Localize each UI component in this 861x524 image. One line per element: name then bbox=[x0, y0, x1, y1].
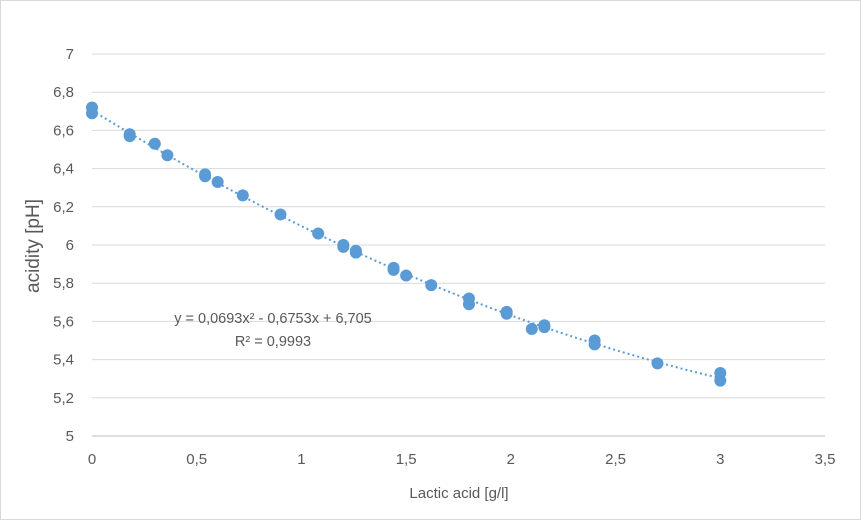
x-tick-label: 0,5 bbox=[186, 451, 207, 468]
y-tick-label: 6,8 bbox=[53, 84, 74, 101]
x-tick-label: 0 bbox=[88, 451, 96, 468]
y-tick-label: 6 bbox=[66, 237, 74, 254]
gridlines bbox=[92, 53, 825, 399]
data-point bbox=[714, 374, 727, 387]
data-point bbox=[236, 189, 249, 202]
data-point bbox=[500, 307, 513, 320]
r-squared-label: R² = 0,9993 bbox=[235, 334, 311, 350]
y-tick-label: 6,6 bbox=[53, 122, 74, 139]
data-point bbox=[651, 357, 664, 370]
data-point bbox=[387, 263, 400, 276]
y-tick-label: 5 bbox=[66, 428, 74, 445]
x-tick-label: 3,5 bbox=[815, 451, 836, 468]
data-point bbox=[312, 227, 325, 240]
x-tick-label: 2,5 bbox=[605, 451, 626, 468]
trendline bbox=[91, 109, 721, 380]
data-point bbox=[274, 208, 287, 221]
data-point bbox=[462, 298, 475, 311]
x-tick-label: 2 bbox=[507, 451, 515, 468]
x-tick-label: 3 bbox=[716, 451, 724, 468]
y-tick-label: 5,2 bbox=[53, 390, 74, 407]
x-axis-ticks: 0 0,5 1 1,5 2 2,5 3 3,5 bbox=[88, 451, 836, 468]
x-tick-label: 1 bbox=[297, 451, 305, 468]
y-tick-label: 6,2 bbox=[53, 199, 74, 216]
y-tick-label: 5,6 bbox=[53, 313, 74, 330]
y-tick-label: 7 bbox=[66, 46, 74, 63]
y-tick-label: 6,4 bbox=[53, 161, 74, 178]
data-point bbox=[211, 175, 224, 188]
data-point bbox=[199, 170, 212, 183]
y-axis-title: acidity [pH] bbox=[23, 199, 44, 293]
data-point bbox=[538, 321, 551, 334]
data-point bbox=[425, 279, 438, 292]
x-axis-title: Lactic acid [g/l] bbox=[409, 485, 508, 502]
data-point bbox=[588, 338, 601, 351]
y-tick-label: 5,8 bbox=[53, 275, 74, 292]
data-point bbox=[161, 149, 174, 162]
y-tick-label: 5,4 bbox=[53, 352, 74, 369]
data-points bbox=[86, 101, 727, 387]
data-point bbox=[337, 240, 350, 253]
data-point bbox=[400, 269, 413, 282]
data-point bbox=[349, 246, 362, 259]
data-point bbox=[86, 107, 98, 120]
data-point bbox=[525, 323, 538, 336]
x-tick-label: 1,5 bbox=[396, 451, 417, 468]
trendline-equation: y = 0,0693x² - 0,6753x + 6,705 bbox=[174, 311, 372, 327]
y-axis-ticks: 5 5,2 5,4 5,6 5,8 6 6,2 6,4 6,6 6,8 7 bbox=[53, 46, 74, 445]
data-point bbox=[148, 137, 161, 150]
data-point bbox=[123, 130, 136, 143]
